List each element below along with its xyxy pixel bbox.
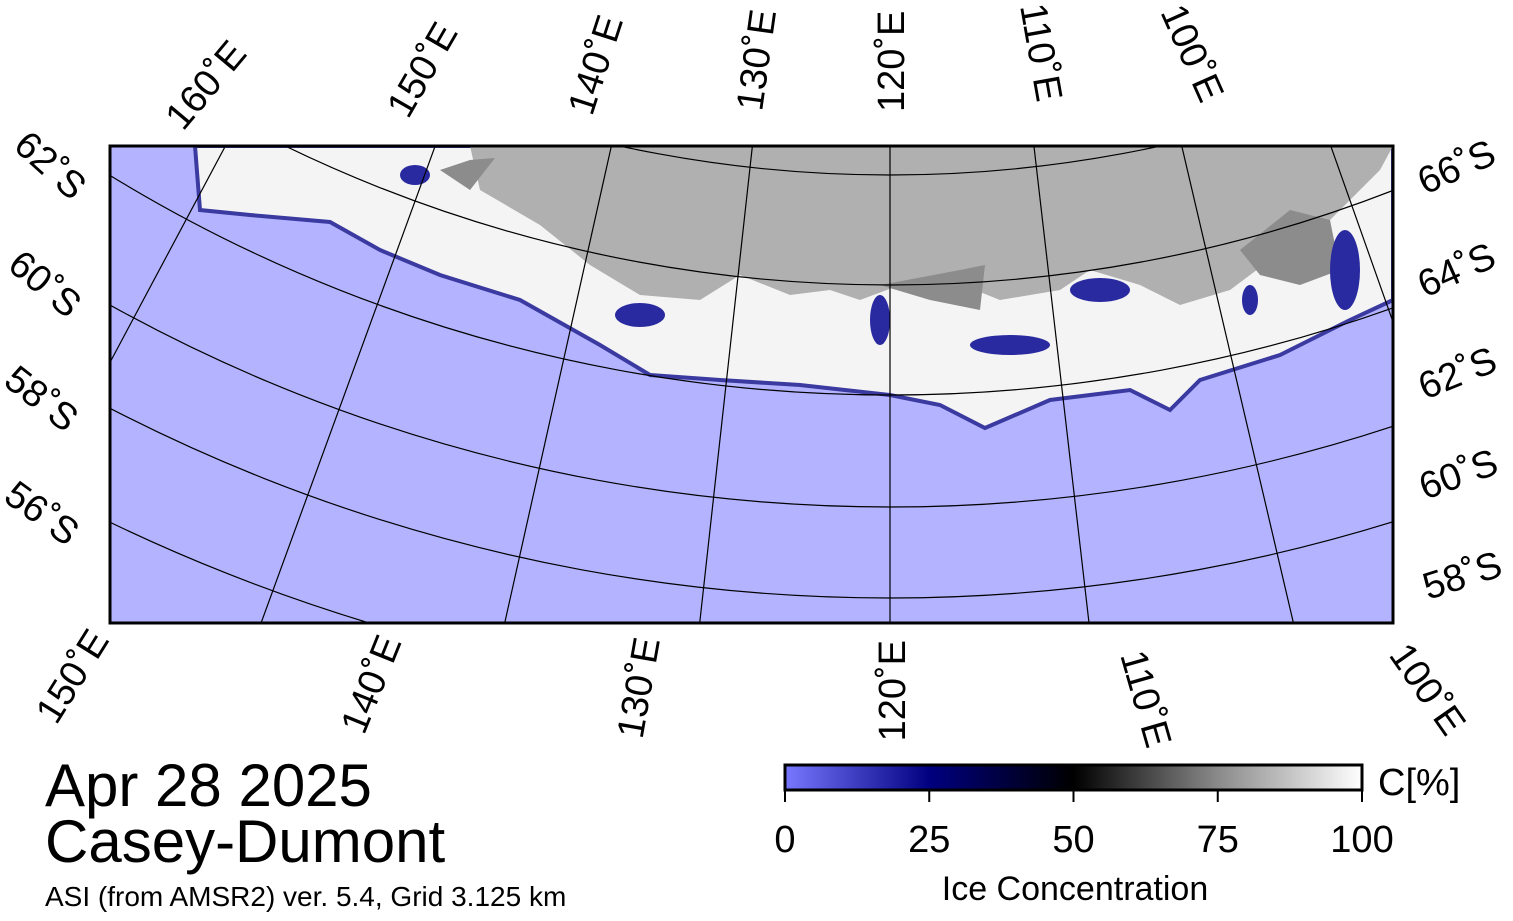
colorbar-tick-label: 50 <box>1052 819 1094 861</box>
ice-edge-patches <box>400 165 1360 355</box>
lon-label: 110˚E <box>1011 0 1069 104</box>
lon-label: 120˚E <box>872 640 914 741</box>
lat-label: 62˚S <box>6 123 94 208</box>
colorbar-title: Ice Concentration <box>942 870 1209 908</box>
colorbar-tick-label: 25 <box>908 819 950 861</box>
lon-label: 140˚E <box>333 630 410 740</box>
lon-label: 130˚E <box>729 7 785 113</box>
meridian <box>699 146 753 623</box>
land <box>470 146 1393 305</box>
lat-label: 58˚S <box>1418 544 1507 609</box>
lon-label: 140˚E <box>561 10 632 119</box>
lon-label: 130˚E <box>610 634 669 741</box>
colorbar: C[%] Ice Concentration 0 25 50 75 100 <box>774 762 1460 908</box>
colorbar-gradient <box>783 763 1364 792</box>
date: Apr 28 2025 <box>45 752 372 819</box>
lat-label: 58˚S <box>0 358 86 441</box>
meridian <box>1181 146 1295 623</box>
region: Casey-Dumont <box>45 808 445 875</box>
lat-label: 56˚S <box>0 473 86 554</box>
map-frame <box>108 144 1395 625</box>
graticule <box>110 146 1393 623</box>
lon-label: 150˚E <box>28 623 117 731</box>
lon-label: 120˚E <box>871 11 913 112</box>
lat-label: 66˚S <box>1412 132 1502 203</box>
colorbar-tick-label: 75 <box>1197 819 1239 861</box>
map-area <box>110 146 1393 623</box>
lon-label: 110˚E <box>1111 646 1179 752</box>
lon-label: 100˚E <box>1152 0 1232 108</box>
lat-label: 64˚S <box>1412 235 1502 306</box>
colorbar-unit: C[%] <box>1378 762 1460 804</box>
lat-label: 62˚S <box>1413 339 1503 408</box>
lon-label: 100˚E <box>1381 636 1474 743</box>
meridian <box>504 146 612 623</box>
source: ASI (from AMSR2) ver. 5.4, Grid 3.125 km <box>45 881 566 912</box>
lon-label: 150˚E <box>379 16 466 125</box>
meridian <box>1033 146 1090 623</box>
colorbar-tick-label: 100 <box>1330 819 1393 861</box>
meridian <box>260 146 436 623</box>
lon-label: 160˚E <box>158 33 255 138</box>
lat-label: 60˚S <box>1414 442 1504 509</box>
lat-label: 60˚S <box>0 243 88 327</box>
colorbar-tick-label: 0 <box>774 819 795 861</box>
